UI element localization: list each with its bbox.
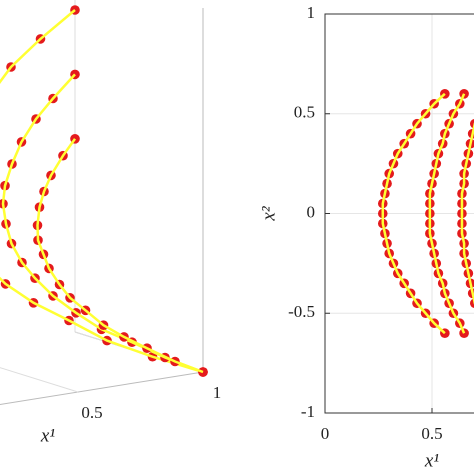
plot-frame <box>324 13 474 414</box>
y-tick-label: 1 <box>307 3 316 22</box>
line <box>381 92 446 335</box>
line <box>1 73 204 374</box>
x-tick-label: 1 <box>213 383 222 402</box>
x-tick-label: 0.5 <box>81 403 102 422</box>
line <box>460 122 474 305</box>
y-tick-label: -0.5 <box>288 302 315 321</box>
line <box>428 93 466 334</box>
x-tick-label: 0 <box>321 424 330 443</box>
marker <box>459 89 469 99</box>
x-tick-label: 0.5 <box>421 424 442 443</box>
line <box>36 138 204 374</box>
y-tick-label: 0 <box>307 202 316 221</box>
marker <box>470 298 474 309</box>
panel-3d: 0.5 1 x¹ <box>0 0 221 446</box>
y-axis-label: x² <box>258 206 279 221</box>
grid-line <box>0 367 79 393</box>
marker <box>459 328 469 339</box>
line <box>0 9 204 374</box>
marker <box>470 118 474 129</box>
x-axis-label: x¹ <box>424 450 439 471</box>
y-tick-label: 0.5 <box>294 103 315 122</box>
panel-2d: 0 0.5 -1 -0.5 0 0.5 1 x¹ x² <box>258 3 474 471</box>
y-tick-label: -1 <box>301 402 315 421</box>
x-axis-label: x¹ <box>40 425 55 446</box>
